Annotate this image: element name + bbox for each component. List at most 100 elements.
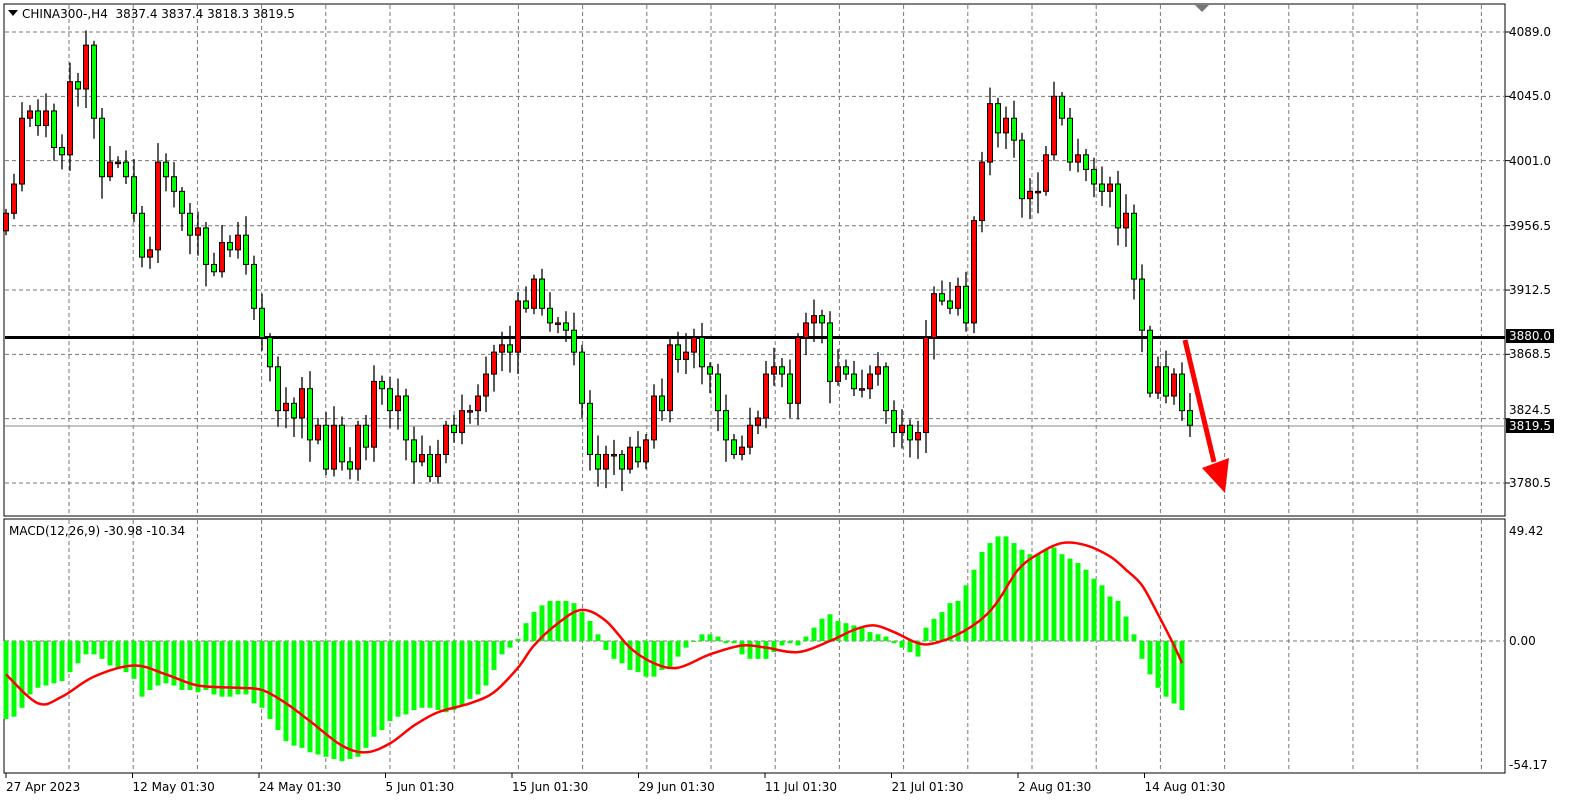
ohlc-values: 3837.4 3837.4 3818.3 3819.5: [115, 7, 295, 21]
candle-bear: [259, 307, 265, 339]
macd-histogram-bar: [1139, 641, 1145, 659]
candle-bear: [291, 402, 297, 419]
macd-histogram-bar: [1019, 549, 1025, 641]
macd-histogram-bar: [83, 641, 89, 655]
macd-histogram-bar: [291, 641, 297, 746]
price-axis-label: 4001.0: [1509, 153, 1551, 168]
candle-bull: [419, 453, 425, 463]
macd-histogram-bar: [171, 641, 177, 686]
macd-histogram-bar: [491, 641, 497, 670]
macd-axis-max: 49.42: [1509, 524, 1544, 538]
macd-histogram-bar: [1067, 558, 1073, 641]
price-panel-frame: [3, 3, 1506, 517]
macd-histogram-bar: [675, 641, 681, 657]
symbol-menu-icon[interactable]: [8, 10, 18, 16]
candle-bear: [787, 373, 793, 404]
candle-bear: [523, 300, 529, 309]
time-axis-label: 29 Jun 01:30: [638, 780, 715, 794]
candle-bear: [243, 234, 249, 265]
candle-bull: [555, 322, 561, 325]
candle-bear: [571, 329, 577, 353]
symbol-label: CHINA300-,H4: [22, 7, 108, 21]
macd-histogram-bar: [307, 641, 313, 753]
candle-bear: [179, 190, 185, 214]
candle-bear: [323, 424, 329, 470]
candle-bull: [755, 417, 761, 426]
macd-histogram-bar: [1147, 641, 1153, 675]
candle-bear: [843, 366, 849, 375]
candle-bull: [459, 410, 465, 434]
macd-histogram-bar: [555, 600, 561, 641]
macd-histogram-bar: [779, 641, 785, 646]
candle-bear: [619, 453, 625, 470]
candle-bear: [539, 278, 545, 309]
macd-histogram-bar: [275, 641, 281, 731]
candle-bear: [675, 344, 681, 360]
macd-histogram-bar: [1035, 554, 1041, 641]
macd-histogram-bar: [195, 641, 201, 693]
candle-bull: [835, 366, 841, 382]
price-axis-label: 4089.0: [1509, 25, 1551, 39]
candle-bull: [683, 351, 689, 360]
macd-histogram-bar: [1123, 616, 1129, 641]
macd-histogram-bar: [987, 543, 993, 641]
time-axis-label: 15 Jun 01:30: [512, 780, 589, 794]
macd-histogram-bar: [763, 641, 769, 659]
macd-axis-zero: 0.00: [1509, 634, 1536, 648]
candle-bull: [467, 410, 473, 413]
candle-bear: [851, 373, 857, 390]
candle-bull: [483, 373, 489, 397]
candle-bull: [955, 285, 961, 309]
candle-bull: [219, 242, 225, 273]
macd-histogram-bar: [323, 641, 329, 757]
candle-bull: [107, 161, 113, 178]
candle-bear: [227, 242, 233, 251]
candle-bull: [1043, 154, 1049, 192]
macd-histogram-bar: [747, 641, 753, 659]
macd-histogram-bar: [563, 600, 569, 641]
macd-histogram-bar: [931, 618, 937, 641]
macd-histogram-bar: [243, 641, 249, 695]
macd-signal-line: [5, 541, 1184, 754]
macd-histogram-bar: [363, 641, 369, 748]
macd-histogram-bar: [715, 636, 721, 641]
macd-histogram-bar: [1179, 641, 1185, 711]
candle-bear: [35, 110, 41, 127]
current-price-tag: 3819.5: [1506, 419, 1554, 433]
macd-histogram-bar: [579, 612, 585, 641]
candle-bear: [363, 424, 369, 448]
candle-bear: [267, 337, 273, 368]
candle-bull: [155, 161, 161, 251]
macd-histogram-bar: [1051, 547, 1057, 641]
time-axis-label: 2 Aug 01:30: [1018, 780, 1092, 794]
candle-bull: [11, 183, 17, 214]
time-axis-label: 5 Jun 01:30: [385, 780, 455, 794]
down-arrow-head: [1202, 458, 1229, 493]
candle-bull: [923, 337, 929, 434]
candle-bull: [811, 315, 817, 324]
candle-bull: [83, 44, 89, 90]
macd-histogram-bar: [939, 612, 945, 641]
macd-histogram-bar: [923, 627, 929, 641]
macd-histogram-bar: [659, 641, 665, 670]
macd-histogram-bar: [147, 641, 153, 690]
macd-histogram-bar: [803, 636, 809, 641]
macd-histogram-bar: [387, 641, 393, 722]
candle-bull: [1107, 183, 1113, 192]
macd-axis-min: -54.17: [1509, 758, 1548, 772]
macd-histogram-bar: [371, 641, 377, 737]
candle-bear: [1147, 329, 1153, 394]
chart-title: CHINA300-,H4 3837.4 3837.4 3818.3 3819.5: [22, 7, 295, 21]
time-axis-label: 11 Jul 01:30: [765, 780, 837, 794]
macd-histogram-bar: [523, 623, 529, 641]
candle-bear: [907, 424, 913, 441]
macd-histogram-bar: [339, 641, 345, 762]
candle-bull: [3, 212, 9, 232]
macd-histogram-bar: [851, 625, 857, 641]
candle-bull: [859, 388, 865, 391]
macd-histogram-bar: [507, 641, 513, 648]
candle-bull: [867, 373, 873, 390]
candle-bear: [123, 161, 129, 178]
candle-bear: [1163, 366, 1169, 397]
